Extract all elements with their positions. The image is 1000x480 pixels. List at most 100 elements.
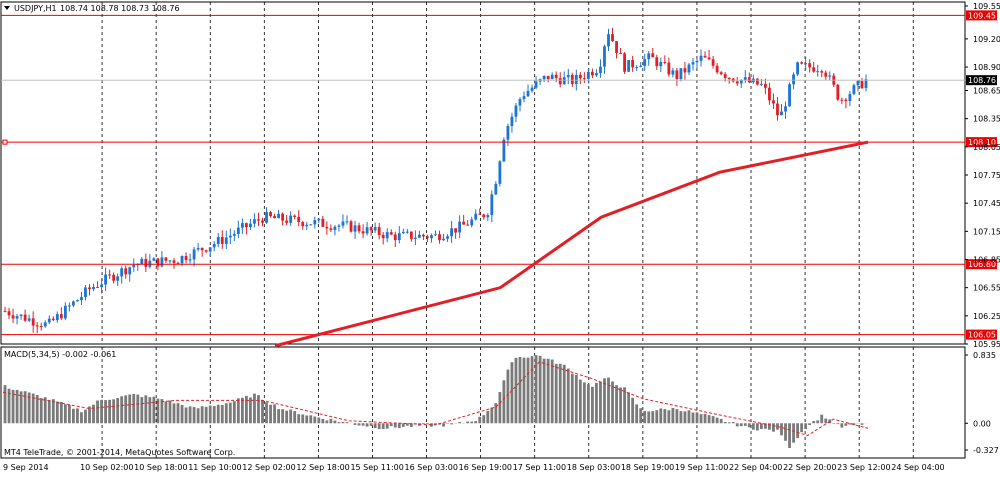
candle-body (168, 260, 172, 262)
candle-body (309, 224, 313, 226)
candle-body (707, 57, 711, 60)
candle-body (599, 66, 602, 74)
price-level-label: 108.10 (968, 138, 996, 147)
candle-body (176, 262, 180, 264)
triangle-down-icon[interactable] (4, 6, 10, 10)
candle-body (659, 62, 663, 67)
candle-body (15, 316, 19, 319)
price-panel-frame (0, 1, 966, 345)
price-level-tag (966, 137, 997, 148)
candle-body (727, 77, 731, 79)
y-tick-label: 106.85 (973, 256, 1000, 265)
candle-body (192, 249, 196, 260)
candle-body (253, 219, 256, 224)
candle-body (808, 63, 812, 68)
candle-body (329, 228, 333, 230)
candle-body (804, 63, 808, 65)
y-tick-label: 107.75 (973, 171, 1000, 180)
candle-body (47, 318, 51, 323)
candle-body (361, 231, 365, 234)
candle-body (43, 322, 47, 327)
candle-body (458, 221, 462, 233)
ohlc-label: 108.74 108.78 108.73 108.76 (60, 4, 180, 13)
candle-body (373, 227, 377, 231)
price-level-label: 106.80 (968, 260, 996, 269)
candle-body (743, 77, 747, 80)
candle-body (683, 68, 687, 73)
candle-body (188, 259, 192, 261)
candle-body (92, 286, 95, 290)
x-tick-label: 10 Sep 02:00 (80, 463, 133, 472)
candle-body (204, 250, 208, 252)
candle-body (755, 78, 759, 85)
candle-body (160, 257, 164, 267)
price-level-tag (966, 329, 997, 340)
candle-body (365, 227, 369, 234)
x-tick-label: 10 Sep 18:00 (134, 463, 187, 472)
candle-body (623, 53, 627, 72)
candle-body (603, 46, 606, 67)
candle-body (281, 213, 285, 221)
candle-body (265, 212, 268, 223)
candle-body (80, 297, 83, 301)
candle-body (812, 67, 816, 72)
candle-body (820, 71, 824, 73)
candle-body (627, 60, 631, 72)
candle-body (132, 264, 136, 268)
candle-body (554, 74, 558, 79)
candle-body (860, 80, 864, 89)
candle-body (224, 237, 228, 244)
horizontal-levels[interactable]: 109.45 108.10 106.80 106.05 108.76 (1, 10, 997, 340)
current-price-tag (966, 75, 997, 86)
price-level-tag (966, 259, 997, 270)
macd-y-tick-label: 0.00 (973, 419, 991, 428)
candle-body (586, 71, 590, 79)
candle-body (840, 99, 844, 101)
candle-body (772, 100, 775, 104)
candle-body (84, 287, 87, 298)
candle-body (413, 237, 417, 239)
candle-body (7, 311, 11, 316)
symbol-header[interactable]: USDJPY,H1 108.74 108.78 108.73 108.76 (4, 4, 180, 13)
price-plot (3, 27, 868, 334)
level-handle[interactable] (2, 139, 8, 145)
candle-body (293, 215, 297, 217)
candle-body (297, 216, 301, 223)
candle-body (3, 311, 7, 313)
y-tick-label: 109.55 (973, 2, 1000, 11)
candle-body (321, 218, 325, 227)
x-tick-label: 23 Sep 12:00 (837, 463, 890, 472)
candle-body (542, 75, 546, 80)
candle-body (301, 222, 305, 227)
candle-body (780, 111, 783, 116)
x-tick-label: 22 Sep 20:00 (783, 463, 836, 472)
candle-body (530, 87, 534, 91)
candle-body (381, 234, 385, 239)
candle-body (466, 224, 470, 226)
x-tick-label: 19 Sep 11:00 (675, 463, 728, 472)
y-tick-label: 107.15 (973, 227, 1000, 236)
candle-body (514, 105, 518, 117)
candle-body (643, 59, 647, 66)
candle-body (180, 255, 184, 264)
x-tick-label: 16 Sep 03:00 (405, 463, 458, 472)
candle-body (558, 78, 562, 85)
candle-body (667, 62, 671, 75)
y-tick-label: 108.05 (973, 143, 1000, 152)
candle-body (289, 215, 293, 223)
candle-body (651, 53, 655, 58)
candle-body (232, 233, 236, 236)
candle-body (526, 90, 530, 97)
candle-body (257, 219, 260, 221)
candle-body (124, 268, 128, 275)
candle-body (454, 228, 458, 233)
candle-body (236, 227, 240, 234)
x-tick-label: 12 Sep 02:00 (242, 463, 295, 472)
candle-body (442, 238, 445, 241)
candle-body (824, 72, 828, 77)
candle-body (619, 52, 622, 54)
x-tick-label: 12 Sep 18:00 (296, 463, 349, 472)
x-tick-label: 15 Sep 11:00 (350, 463, 403, 472)
